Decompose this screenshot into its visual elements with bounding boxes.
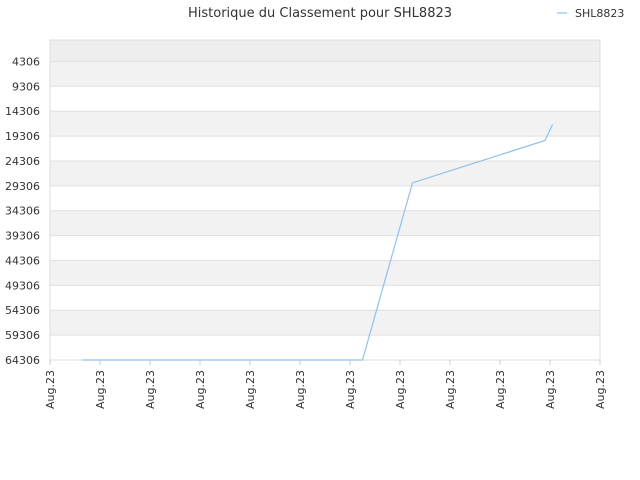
plot-background	[49, 39, 601, 361]
grid-band	[50, 260, 600, 286]
chart-title: Historique du Classement pour SHL8823	[188, 6, 452, 21]
grid-band	[50, 136, 600, 161]
x-tick-label: Aug.23	[294, 370, 307, 409]
y-tick-label: 59306	[5, 329, 40, 342]
y-tick-label: 39306	[5, 230, 40, 243]
x-tick-label: Aug.23	[494, 370, 507, 409]
x-tick-label: Aug.23	[344, 370, 357, 409]
grid-band	[50, 86, 600, 112]
x-tick-label: Aug.23	[194, 370, 207, 409]
y-tick-label: 54306	[5, 304, 40, 317]
grid-band	[50, 285, 600, 311]
y-tick-label: 29306	[5, 180, 40, 193]
grid-band	[50, 111, 600, 137]
y-tick-label: 24306	[5, 155, 40, 168]
x-axis: Aug.23 Aug.23 Aug.23 Aug.23 Aug.23 Aug.23 Aug.…	[44, 360, 607, 409]
grid-band	[50, 160, 600, 186]
y-tick-label: 4306	[12, 55, 40, 68]
x-tick-label: Aug.23	[94, 370, 107, 409]
grid-band	[50, 335, 600, 360]
y-tick-label: 9306	[12, 80, 40, 93]
y-tick-label: 64306	[5, 354, 40, 367]
x-tick-label: Aug.23	[594, 370, 607, 409]
grid-band	[50, 61, 600, 87]
grid-band	[50, 235, 600, 261]
x-tick-label: Aug.23	[244, 370, 257, 409]
grid-band	[50, 185, 600, 211]
grid-band	[50, 210, 600, 236]
legend-label: SHL8823	[575, 7, 624, 20]
grid-band	[50, 40, 600, 62]
y-tick-label: 19306	[5, 130, 40, 143]
x-tick-label: Aug.23	[444, 370, 457, 409]
y-tick-label: 34306	[5, 205, 40, 218]
y-axis: 4306 9306 14306 19306 24306 29306 34306 39306 44…	[5, 55, 40, 367]
y-tick-label: 49306	[5, 279, 40, 292]
x-tick-label: Aug.23	[144, 370, 157, 409]
grid-band	[50, 310, 600, 336]
x-tick-label: Aug.23	[394, 370, 407, 409]
x-tick-label: Aug.23	[544, 370, 557, 409]
y-tick-label: 44306	[5, 254, 40, 267]
series-layer	[82, 124, 554, 361]
x-tick-label: Aug.23	[44, 370, 57, 409]
legend: SHL8823	[557, 7, 624, 20]
series-line	[82, 124, 554, 361]
y-tick-label: 14306	[5, 105, 40, 118]
